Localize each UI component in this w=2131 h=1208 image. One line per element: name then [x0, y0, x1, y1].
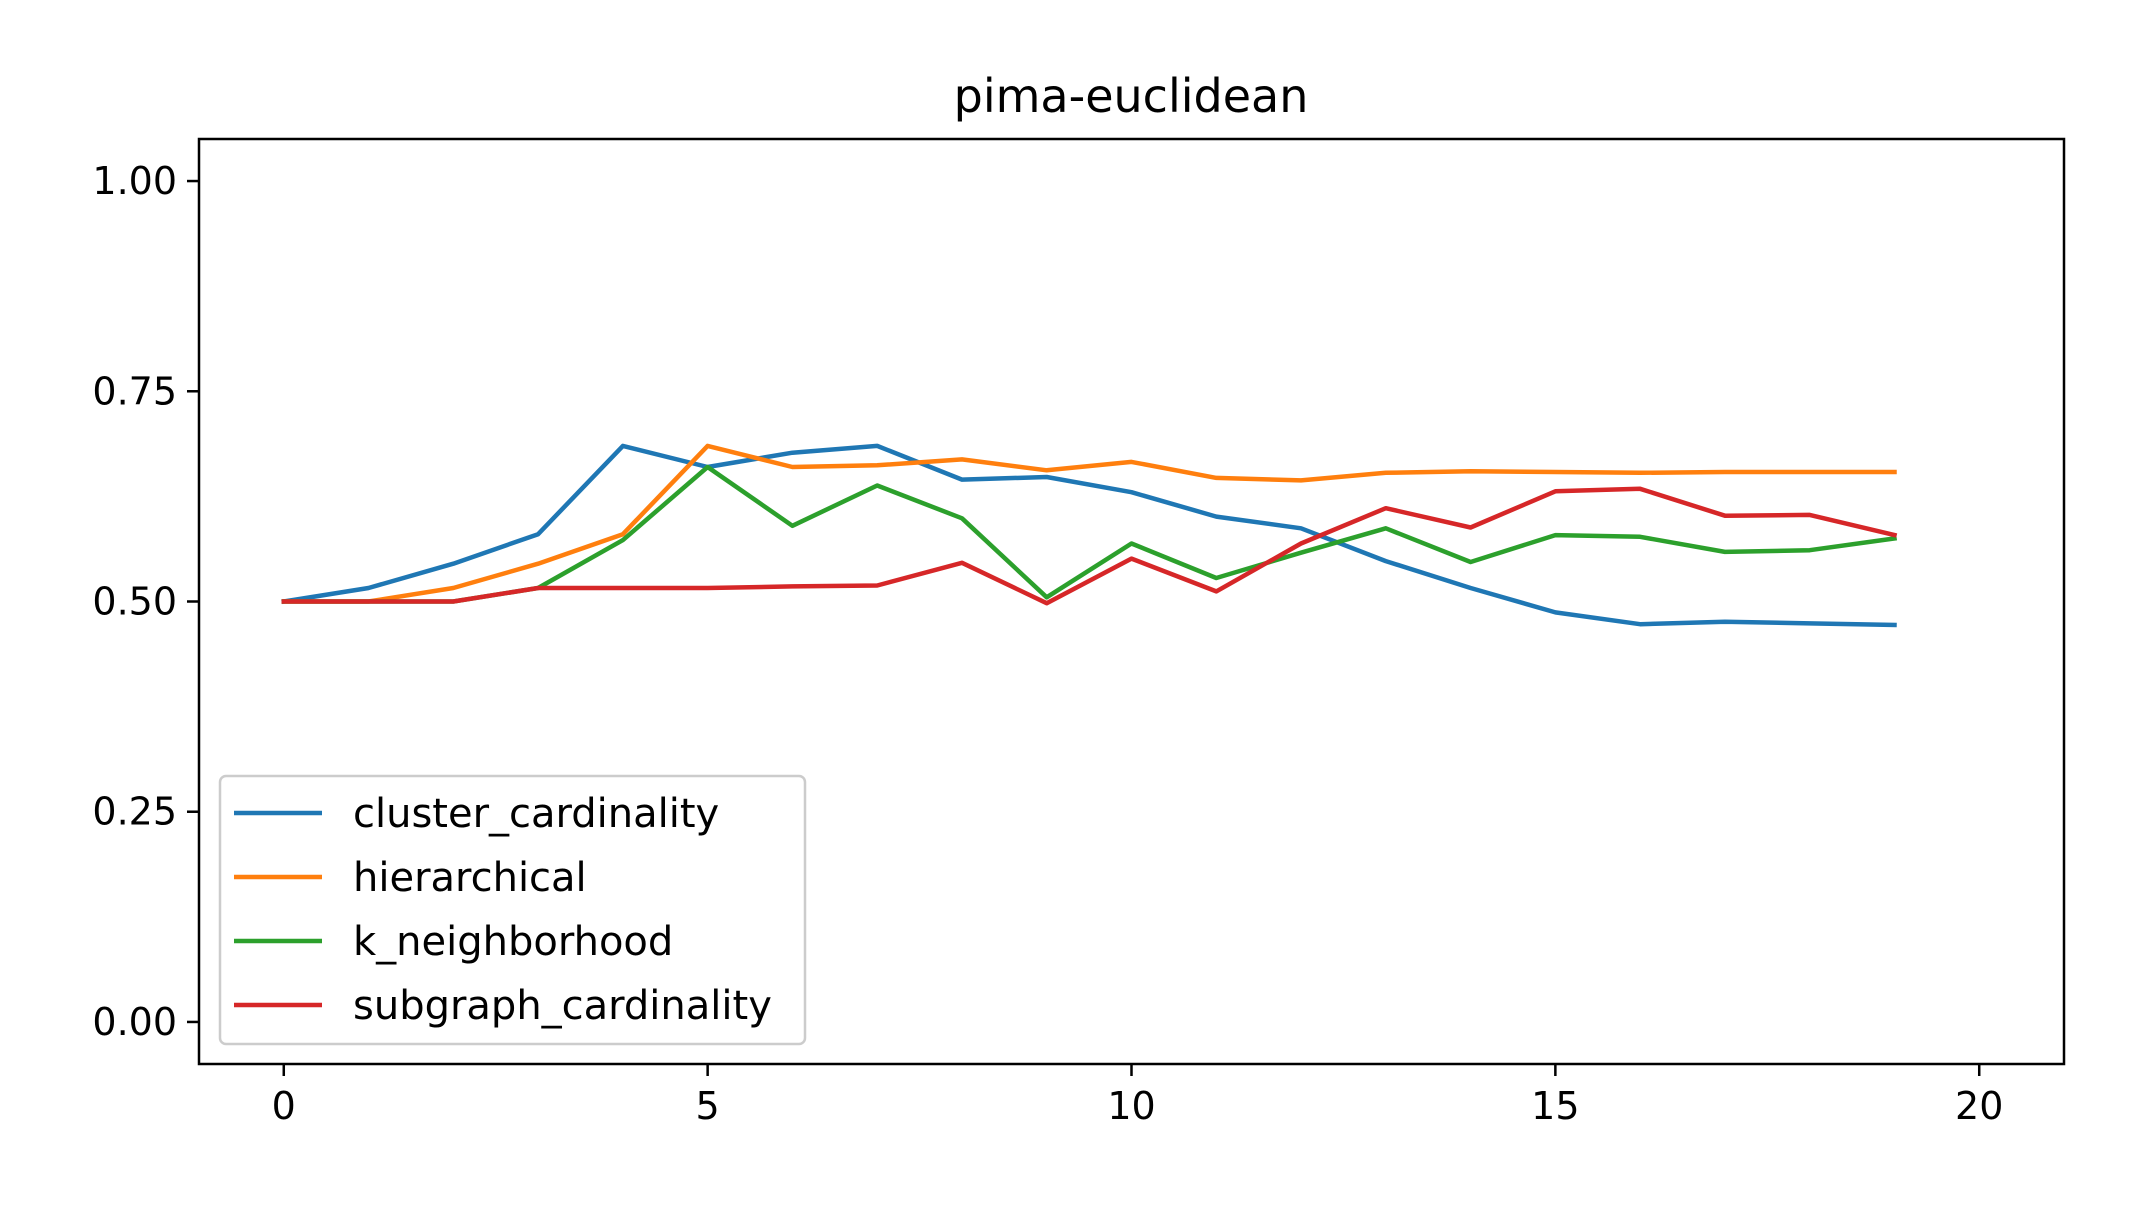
legend-label: hierarchical — [353, 855, 587, 901]
series-line-cluster-cardinality — [281, 443, 1897, 628]
x-tick-label: 10 — [1107, 1084, 1155, 1128]
y-tick-label: 0.75 — [92, 369, 177, 413]
x-axis: 0 5 10 15 20 — [272, 1064, 2003, 1128]
y-axis: 0.00 0.25 0.50 0.75 1.00 — [92, 159, 199, 1044]
legend-label: k_neighborhood — [353, 919, 673, 965]
chart-title: pima-euclidean — [954, 69, 1309, 123]
y-tick-label: 0.25 — [92, 790, 177, 834]
y-tick-label: 1.00 — [92, 159, 177, 203]
legend-label: subgraph_cardinality — [353, 983, 772, 1029]
y-tick-label: 0.00 — [92, 1000, 177, 1044]
series-line-hierarchical — [281, 443, 1897, 604]
series-line-k-neighborhood — [281, 464, 1898, 604]
legend-label: cluster_cardinality — [353, 791, 719, 837]
x-tick-label: 15 — [1531, 1084, 1579, 1128]
x-tick-label: 5 — [696, 1084, 720, 1128]
series-line-subgraph-cardinality — [281, 486, 1898, 606]
legend-box — [218, 774, 807, 1046]
x-tick-label: 20 — [1955, 1084, 2003, 1128]
series-lines — [281, 443, 1898, 628]
legend: cluster_cardinality hierarchical k_neighbo… — [218, 774, 807, 1046]
x-tick-label: 0 — [272, 1084, 296, 1128]
y-tick-label: 0.50 — [92, 580, 177, 624]
axes-frame — [197, 137, 2066, 1066]
